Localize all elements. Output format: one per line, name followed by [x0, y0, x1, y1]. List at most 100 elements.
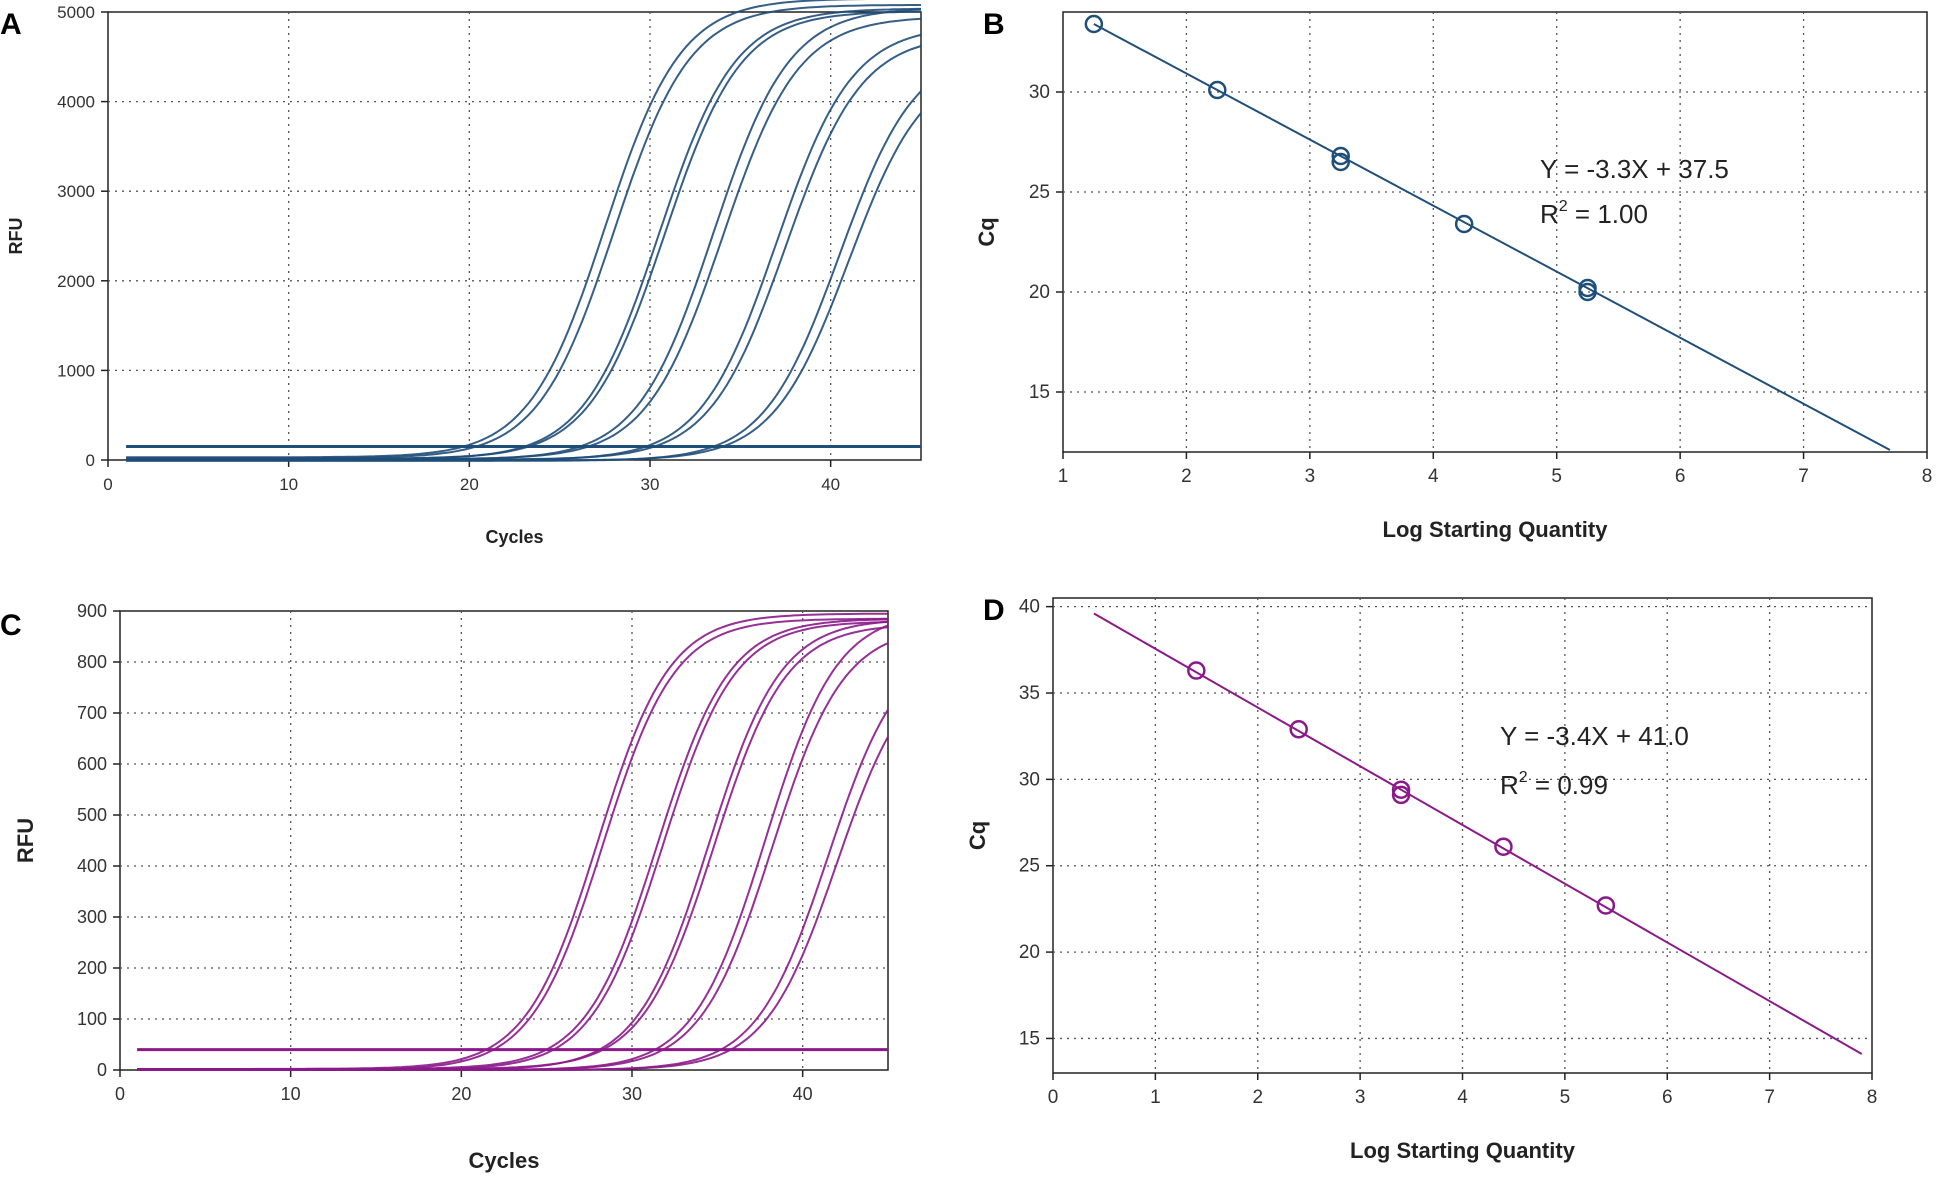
- data-point: [1331, 152, 1350, 172]
- y-tick-label: 0: [97, 1060, 107, 1080]
- x-axis-label: Log Starting Quantity: [1350, 1138, 1576, 1163]
- x-tick-label: 8: [1922, 466, 1933, 487]
- x-axis-label: Cycles: [469, 1148, 540, 1173]
- y-tick-label: 900: [77, 601, 107, 621]
- data-point: [1084, 14, 1104, 34]
- plot-frame: [119, 610, 889, 1071]
- r-squared-value: = 0.99: [1528, 770, 1608, 800]
- y-tick-label: 500: [77, 805, 107, 825]
- x-tick-label: 5: [1560, 1087, 1571, 1108]
- amplification-curve-std-5b: [137, 736, 889, 1071]
- y-tick-label: 100: [77, 1009, 107, 1029]
- panel-label: B: [983, 8, 1005, 41]
- regression-line: [1093, 23, 1891, 451]
- x-tick-label: 40: [793, 1084, 813, 1104]
- x-tick-label: 20: [451, 1084, 471, 1104]
- y-tick-label: 0: [86, 451, 95, 470]
- x-tick-label: 10: [281, 1084, 301, 1104]
- y-tick-label: 600: [77, 754, 107, 774]
- data-point: [1289, 720, 1308, 739]
- y-axis-label: RFU: [13, 818, 38, 863]
- y-tick-label: 800: [77, 652, 107, 672]
- plot-frame: [107, 11, 922, 461]
- y-tick-label: 1000: [57, 361, 95, 380]
- r-squared-exponent: 2: [1519, 769, 1528, 786]
- x-tick-label: 0: [1048, 1087, 1059, 1108]
- r-squared-exponent: 2: [1559, 198, 1568, 215]
- chart-panel-a: A 0 10 20 30 40 0 1000 2000 3000 4000 5000 Cycles RFU: [0, 0, 922, 547]
- data-point: [1596, 896, 1616, 915]
- y-tick-label: 2000: [57, 272, 95, 291]
- y-tick-label: 3000: [57, 182, 95, 201]
- x-tick-label: 30: [641, 475, 660, 494]
- chart-panel-b: B 1 2 3 4 5 6 7 8 15 20 25 30 Log Starting Quantity Cq…: [974, 8, 1932, 542]
- x-tick-label: 3: [1355, 1087, 1366, 1108]
- x-tick-label: 30: [622, 1084, 642, 1104]
- r-squared-symbol: R: [1540, 199, 1559, 229]
- panel-label: A: [0, 8, 22, 41]
- x-tick-label: 0: [115, 1084, 125, 1104]
- y-tick-label: 4000: [57, 93, 95, 112]
- panel-label: D: [983, 594, 1005, 627]
- x-tick-label: 2: [1181, 466, 1192, 487]
- y-axis-label: Cq: [965, 821, 990, 850]
- x-tick-label: 20: [460, 475, 479, 494]
- x-tick-label: 4: [1428, 466, 1439, 487]
- x-tick-label: 0: [103, 475, 112, 494]
- y-tick-label: 20: [1019, 942, 1040, 963]
- x-tick-label: 1: [1058, 466, 1069, 487]
- y-tick-label: 25: [1029, 182, 1050, 203]
- y-axis-label: Cq: [974, 217, 999, 246]
- x-tick-label: 2: [1252, 1087, 1263, 1108]
- y-tick-label: 15: [1029, 382, 1050, 403]
- r-squared-text: R2 = 0.99: [1500, 769, 1608, 800]
- y-tick-label: 300: [77, 907, 107, 927]
- y-tick-label: 20: [1029, 282, 1050, 303]
- x-axis-label: Log Starting Quantity: [1383, 517, 1609, 542]
- x-tick-label: 8: [1867, 1087, 1878, 1108]
- data-point: [1494, 837, 1513, 856]
- panel-label: C: [0, 609, 22, 642]
- regression-line: [1093, 612, 1863, 1055]
- y-tick-label: 15: [1019, 1028, 1040, 1049]
- chart-panel-c: C0 10 20 30 400100200300400500600700800900Cy…: [0, 601, 889, 1173]
- chart-panel-d: D 0 1 2 3 4 5 6 7 8 15 20 25 30 35 40 Log Starting Quant…: [965, 594, 1877, 1163]
- y-tick-label: 35: [1019, 683, 1040, 704]
- x-tick-label: 10: [279, 475, 298, 494]
- regression-equation: Y = -3.3X + 37.5: [1540, 154, 1729, 184]
- x-tick-label: 6: [1662, 1087, 1673, 1108]
- x-tick-label: 3: [1305, 466, 1316, 487]
- y-tick-label: 25: [1019, 856, 1040, 877]
- x-axis-label: Cycles: [485, 527, 543, 547]
- data-point: [1454, 214, 1474, 234]
- data-point: [1208, 80, 1227, 100]
- y-tick-label: 5000: [57, 3, 95, 22]
- plot-frame: [1052, 597, 1873, 1074]
- y-tick-label: 30: [1029, 82, 1050, 103]
- data-point: [1331, 146, 1350, 166]
- y-tick-label: 40: [1019, 597, 1040, 618]
- y-tick-label: 400: [77, 856, 107, 876]
- data-point: [1187, 661, 1206, 680]
- plot-frame: [1062, 11, 1928, 453]
- regression-equation: Y = -3.4X + 41.0: [1500, 721, 1689, 751]
- r-squared-value: = 1.00: [1568, 199, 1648, 229]
- y-tick-label: 30: [1019, 769, 1040, 790]
- data-point: [1391, 785, 1411, 805]
- r-squared-text: R2 = 1.00: [1540, 198, 1648, 229]
- y-tick-label: 200: [77, 958, 107, 978]
- r-squared-symbol: R: [1500, 770, 1519, 800]
- y-axis-label: RFU: [6, 218, 26, 255]
- x-tick-label: 1: [1150, 1087, 1161, 1108]
- x-tick-label: 40: [821, 475, 840, 494]
- x-tick-label: 5: [1551, 466, 1562, 487]
- y-tick-label: 700: [77, 703, 107, 723]
- x-tick-label: 7: [1764, 1087, 1775, 1108]
- x-tick-label: 6: [1675, 466, 1686, 487]
- x-tick-label: 4: [1457, 1087, 1468, 1108]
- amplification-curve-std-5b: [126, 112, 922, 462]
- data-point: [1391, 780, 1411, 799]
- data-point: [1578, 282, 1597, 302]
- x-tick-label: 7: [1798, 466, 1809, 487]
